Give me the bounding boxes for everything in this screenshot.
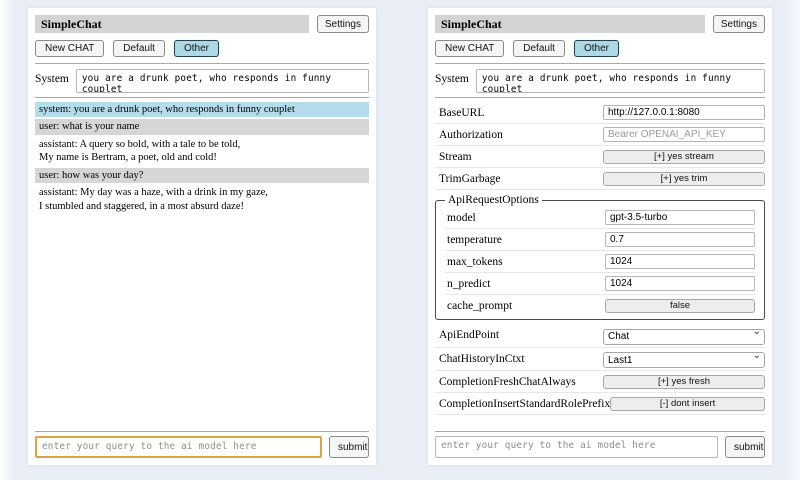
- chat-message-system: system: you are a drunk poet, who respon…: [35, 102, 369, 118]
- chat-message-assistant: assistant: My day was a haze, with a dri…: [35, 185, 369, 215]
- chat-message-assistant: assistant: A query so bold, with a tale …: [35, 136, 369, 166]
- query-area: submit: [35, 427, 369, 458]
- system-prompt-row: System you are a drunk poet, who respond…: [35, 69, 369, 93]
- settings-panel: SimpleChat Settings New CHAT Default Oth…: [428, 8, 772, 465]
- divider: [435, 63, 765, 64]
- app-title: SimpleChat: [435, 15, 705, 33]
- session-button-default[interactable]: Default: [513, 40, 565, 57]
- chat-history-in-ctxt-select-wrap: Last1 ⌄: [603, 350, 765, 368]
- authorization-label: Authorization: [439, 128, 503, 141]
- system-prompt-row: System you are a drunk poet, who respond…: [435, 69, 765, 93]
- max-tokens-label: max_tokens: [447, 255, 503, 268]
- setting-row-model: model: [445, 207, 755, 229]
- session-button-new-chat[interactable]: New CHAT: [435, 40, 505, 57]
- api-endpoint-label: ApiEndPoint: [439, 329, 500, 342]
- session-button-default[interactable]: Default: [113, 40, 165, 57]
- session-button-other[interactable]: Other: [173, 40, 219, 57]
- stream-toggle-button[interactable]: [+] yes stream: [603, 149, 765, 164]
- authorization-input[interactable]: [603, 127, 765, 142]
- system-prompt-textarea[interactable]: you are a drunk poet, who responds in fu…: [475, 69, 765, 93]
- session-button-new-chat[interactable]: New CHAT: [35, 40, 105, 57]
- api-endpoint-select-wrap: Chat ⌄: [603, 326, 765, 345]
- system-label: System: [35, 73, 69, 85]
- query-input[interactable]: [35, 436, 322, 458]
- session-button-other[interactable]: Other: [573, 40, 619, 57]
- trimgarbage-label: TrimGarbage: [439, 172, 501, 185]
- cache-prompt-toggle-button[interactable]: false: [605, 298, 755, 313]
- setting-row-stream: Stream [+] yes stream: [435, 146, 765, 168]
- setting-row-cache-prompt: cache_prompt false: [445, 295, 755, 316]
- baseurl-label: BaseURL: [439, 106, 485, 119]
- setting-row-authorization: Authorization: [435, 124, 765, 146]
- header: SimpleChat Settings: [35, 15, 369, 33]
- temperature-input[interactable]: [605, 232, 755, 247]
- completion-fresh-chat-always-toggle-button[interactable]: [+] yes fresh: [603, 374, 765, 389]
- trimgarbage-toggle-button[interactable]: [+] yes trim: [603, 171, 765, 186]
- divider: [435, 97, 765, 98]
- model-input[interactable]: [605, 210, 755, 225]
- query-input[interactable]: [435, 436, 718, 458]
- max-tokens-input[interactable]: [605, 254, 755, 269]
- divider: [35, 431, 369, 432]
- divider: [35, 97, 369, 98]
- system-label: System: [435, 73, 469, 85]
- baseurl-input[interactable]: [603, 105, 765, 120]
- settings-button[interactable]: Settings: [316, 15, 369, 33]
- settings-button[interactable]: Settings: [712, 15, 765, 33]
- session-buttons: New CHAT Default Other: [435, 40, 765, 57]
- divider: [435, 431, 765, 432]
- completion-fresh-chat-always-label: CompletionFreshChatAlways: [439, 375, 576, 388]
- chat-history-in-ctxt-label: ChatHistoryInCtxt: [439, 352, 525, 365]
- cache-prompt-label: cache_prompt: [447, 299, 513, 312]
- setting-row-completion-fresh-chat-always: CompletionFreshChatAlways [+] yes fresh: [435, 371, 765, 393]
- query-area: submit: [435, 427, 765, 458]
- setting-row-temperature: temperature: [445, 229, 755, 251]
- completion-insert-standard-role-prefix-label: CompletionInsertStandardRolePrefix: [439, 397, 611, 410]
- chat-message-list: system: you are a drunk poet, who respon…: [35, 102, 369, 215]
- chat-panel: SimpleChat Settings New CHAT Default Oth…: [28, 8, 376, 465]
- setting-row-chat-history-in-ctxt: ChatHistoryInCtxt Last1 ⌄: [435, 348, 765, 371]
- chat-message-user: user: what is your name: [35, 119, 369, 135]
- setting-row-completion-insert-standard-role-prefix: CompletionInsertStandardRolePrefix [-] d…: [435, 393, 765, 415]
- submit-button[interactable]: submit: [329, 436, 369, 458]
- system-prompt-textarea[interactable]: you are a drunk poet, who responds in fu…: [75, 69, 369, 93]
- app-title: SimpleChat: [35, 15, 309, 33]
- setting-row-api-endpoint: ApiEndPoint Chat ⌄: [435, 324, 765, 348]
- session-buttons: New CHAT Default Other: [35, 40, 369, 57]
- divider: [35, 63, 369, 64]
- model-label: model: [447, 211, 476, 224]
- setting-row-n-predict: n_predict: [445, 273, 755, 295]
- submit-button[interactable]: submit: [725, 436, 765, 458]
- setting-row-baseurl: BaseURL: [435, 102, 765, 124]
- api-request-options-legend: ApiRequestOptions: [448, 194, 539, 206]
- api-request-options-fieldset: ApiRequestOptions model temperature max_…: [435, 194, 765, 320]
- header: SimpleChat Settings: [435, 15, 765, 33]
- setting-row-max-tokens: max_tokens: [445, 251, 755, 273]
- n-predict-label: n_predict: [447, 277, 491, 290]
- stream-label: Stream: [439, 150, 472, 163]
- settings-list: BaseURL Authorization Stream [+] yes str…: [435, 102, 765, 415]
- n-predict-input[interactable]: [605, 276, 755, 291]
- chat-history-in-ctxt-select[interactable]: Last1: [603, 352, 765, 368]
- setting-row-trimgarbage: TrimGarbage [+] yes trim: [435, 168, 765, 190]
- chat-message-user: user: how was your day?: [35, 167, 369, 184]
- temperature-label: temperature: [447, 233, 502, 246]
- api-endpoint-select[interactable]: Chat: [603, 328, 765, 345]
- completion-insert-standard-role-prefix-toggle-button[interactable]: [-] dont insert: [610, 396, 765, 411]
